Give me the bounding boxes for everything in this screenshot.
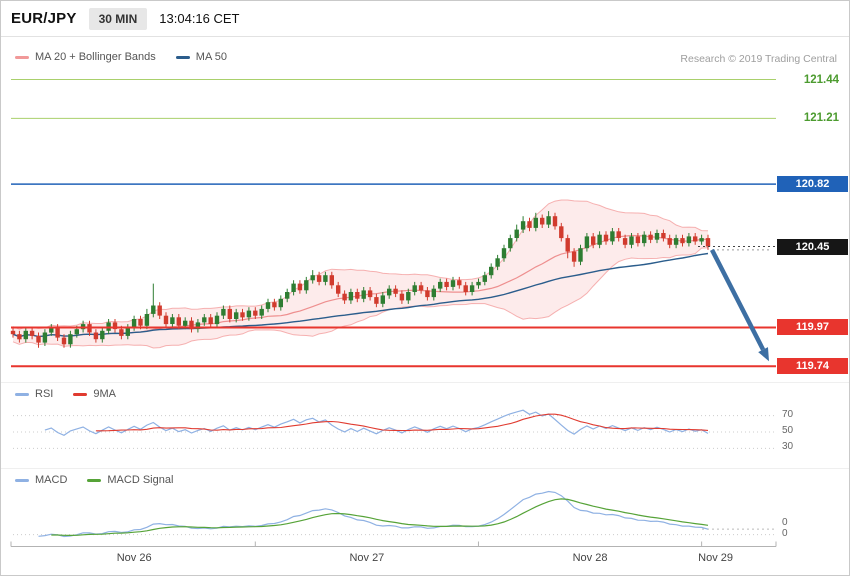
price-label-119-97: 119.97: [777, 319, 848, 336]
price-label-121-44: 121.44: [803, 73, 839, 86]
legend-rsi: RSI: [15, 388, 53, 400]
legend-ma20-bollinger-label: MA 20 + Bollinger Bands: [35, 51, 156, 63]
x-axis-label-nov-28: Nov 28: [572, 552, 608, 564]
rsi-axis-label-70: 70: [782, 408, 794, 420]
panel-separator-rsi: [1, 382, 849, 383]
macd-axis-label-current: 0: [782, 516, 788, 528]
forecast-arrow-head: [758, 347, 769, 362]
legend-macd-signal-label: MACD Signal: [107, 474, 174, 486]
price-label-120-82: 120.82: [777, 176, 848, 193]
rsi-ma9-line: [95, 413, 709, 432]
price-label-119-74: 119.74: [777, 358, 848, 375]
macd-swatch: [15, 478, 29, 482]
rsi-swatch: [15, 392, 29, 396]
rsi-line: [44, 409, 709, 436]
legend-macd-label: MACD: [35, 474, 68, 486]
legend-ma50: MA 50: [175, 51, 227, 63]
rsi-axis-label-30: 30: [782, 441, 794, 453]
x-axis-label-nov-26: Nov 26: [116, 552, 152, 564]
candlestick-series: [10, 211, 711, 348]
ma50-swatch: [175, 55, 190, 59]
main-chart-legend: MA 20 + Bollinger Bands MA 50: [15, 51, 227, 63]
x-axis-label-nov-27: Nov 27: [349, 552, 385, 564]
legend-rsi-label: RSI: [35, 388, 54, 400]
ma20-bollinger-swatch: [15, 55, 29, 59]
macd-signal-line: [51, 498, 709, 537]
legend-rsi-9ma: 9MA: [73, 388, 116, 400]
research-credit: Research © 2019 Trading Central: [680, 53, 837, 65]
legend-ma50-label: MA 50: [195, 51, 227, 63]
timeframe-badge[interactable]: 30 MIN: [88, 7, 148, 30]
bollinger-upper-line: [12, 199, 709, 330]
x-axis-label-nov-29: Nov 29: [698, 552, 734, 564]
legend-rsi-9ma-label: 9MA: [93, 388, 116, 400]
legend-macd-signal: MACD Signal: [87, 474, 173, 486]
symbol-title: EUR/JPY: [11, 10, 77, 27]
panel-separator-macd: [1, 468, 849, 469]
price-label-last-120-45: 120.45: [777, 238, 848, 255]
macd-signal-swatch: [87, 478, 102, 482]
rsi-9ma-swatch: [73, 392, 88, 396]
legend-ma20-bollinger: MA 20 + Bollinger Bands: [15, 51, 156, 63]
macd-line: [38, 490, 709, 538]
header: EUR/JPY 30 MIN 13:04:16 CET: [1, 1, 849, 37]
rsi-legend: RSI 9MA: [15, 388, 116, 400]
macd-axis-label-zero: 0: [782, 527, 788, 539]
macd-legend: MACD MACD Signal: [15, 474, 173, 486]
legend-macd: MACD: [15, 474, 67, 486]
forecast-arrow-shaft: [709, 248, 766, 351]
bollinger-lower-line: [12, 247, 709, 349]
price-label-121-21: 121.21: [803, 112, 839, 125]
rsi-axis-label-50: 50: [782, 425, 794, 436]
bollinger-band-fill: [13, 200, 708, 348]
clock-text: 13:04:16 CET: [159, 11, 240, 26]
